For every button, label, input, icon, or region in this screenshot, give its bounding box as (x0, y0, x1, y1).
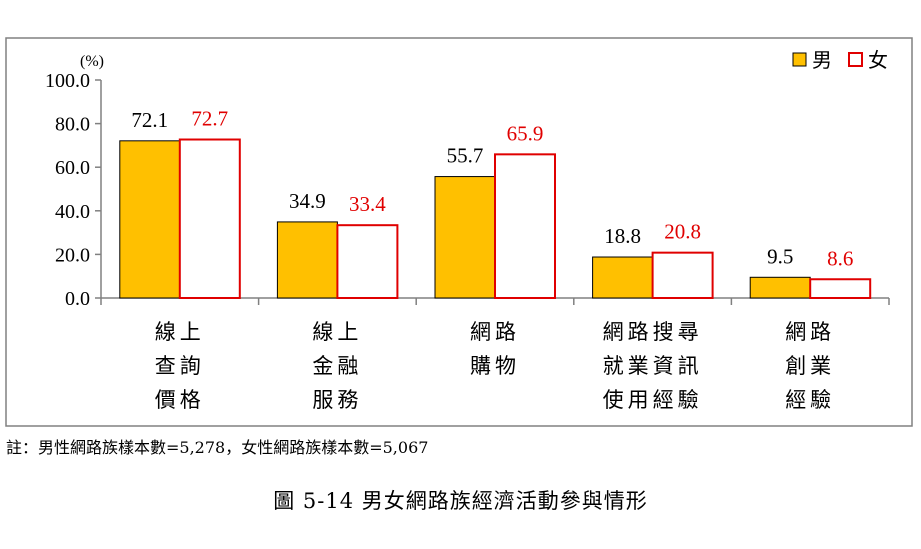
bar-male (749, 276, 811, 299)
x-category-label: 使用經驗 (603, 388, 703, 412)
x-category-label: 網路 (470, 320, 520, 344)
bar-female (809, 278, 872, 300)
data-label-female: 8.6 (827, 246, 853, 270)
bar-male (119, 140, 181, 299)
legend-label-female: 女 (868, 49, 888, 72)
bar-female (178, 138, 241, 299)
data-label-female: 20.8 (664, 220, 701, 244)
y-tick-label: 80.0 (55, 114, 90, 136)
x-category-label: 經驗 (785, 388, 835, 412)
data-label-female: 72.7 (191, 107, 228, 131)
x-category-label: 線上 (155, 320, 205, 344)
legend-swatch-male (792, 52, 807, 67)
bar-male (592, 256, 654, 299)
x-category-label: 服務 (312, 388, 362, 412)
x-category-label: 就業資訊 (603, 354, 703, 378)
bar-female (651, 251, 714, 300)
figure-caption: 圖 5-14 男女網路族經濟活動參與情形 (273, 489, 648, 513)
data-label-male: 18.8 (604, 224, 641, 248)
x-category-label: 線上 (312, 320, 362, 344)
y-tick-label: 20.0 (55, 244, 90, 266)
y-unit-label: (%) (80, 53, 104, 70)
data-label-male: 72.1 (131, 108, 168, 132)
footnote: 註：男性網路族樣本數=5,278，女性網路族樣本數=5,067 (6, 438, 429, 457)
chart: 0.0 20.0 40.0 60.0 80.0 100.0(%) 72.1 72.7 線上查詢價… (5, 37, 913, 427)
x-category-label: 網路 (785, 320, 835, 344)
x-category-label: 網路搜尋 (603, 320, 703, 344)
y-tick-label: 60.0 (55, 157, 90, 179)
bar-female (336, 224, 399, 299)
x-category-label: 查詢 (155, 354, 205, 378)
data-label-male: 34.9 (289, 189, 326, 213)
y-tick-label: 100.0 (45, 70, 90, 92)
data-label-male: 55.7 (447, 144, 484, 168)
bar-male (276, 221, 338, 299)
legend-swatch-female (848, 52, 863, 67)
bar-female (494, 153, 556, 299)
legend-label-male: 男 (812, 50, 832, 72)
y-tick-label: 0.0 (65, 288, 90, 310)
x-category-label: 金融 (312, 354, 362, 378)
data-label-female: 33.4 (349, 192, 386, 216)
x-category-label: 創業 (785, 354, 835, 378)
data-label-female: 65.9 (507, 121, 544, 145)
y-tick-label: 40.0 (55, 201, 90, 223)
bar-male (434, 176, 496, 299)
x-category-label: 價格 (155, 388, 205, 412)
x-category-label: 購物 (470, 354, 520, 378)
data-label-male: 9.5 (767, 244, 793, 268)
